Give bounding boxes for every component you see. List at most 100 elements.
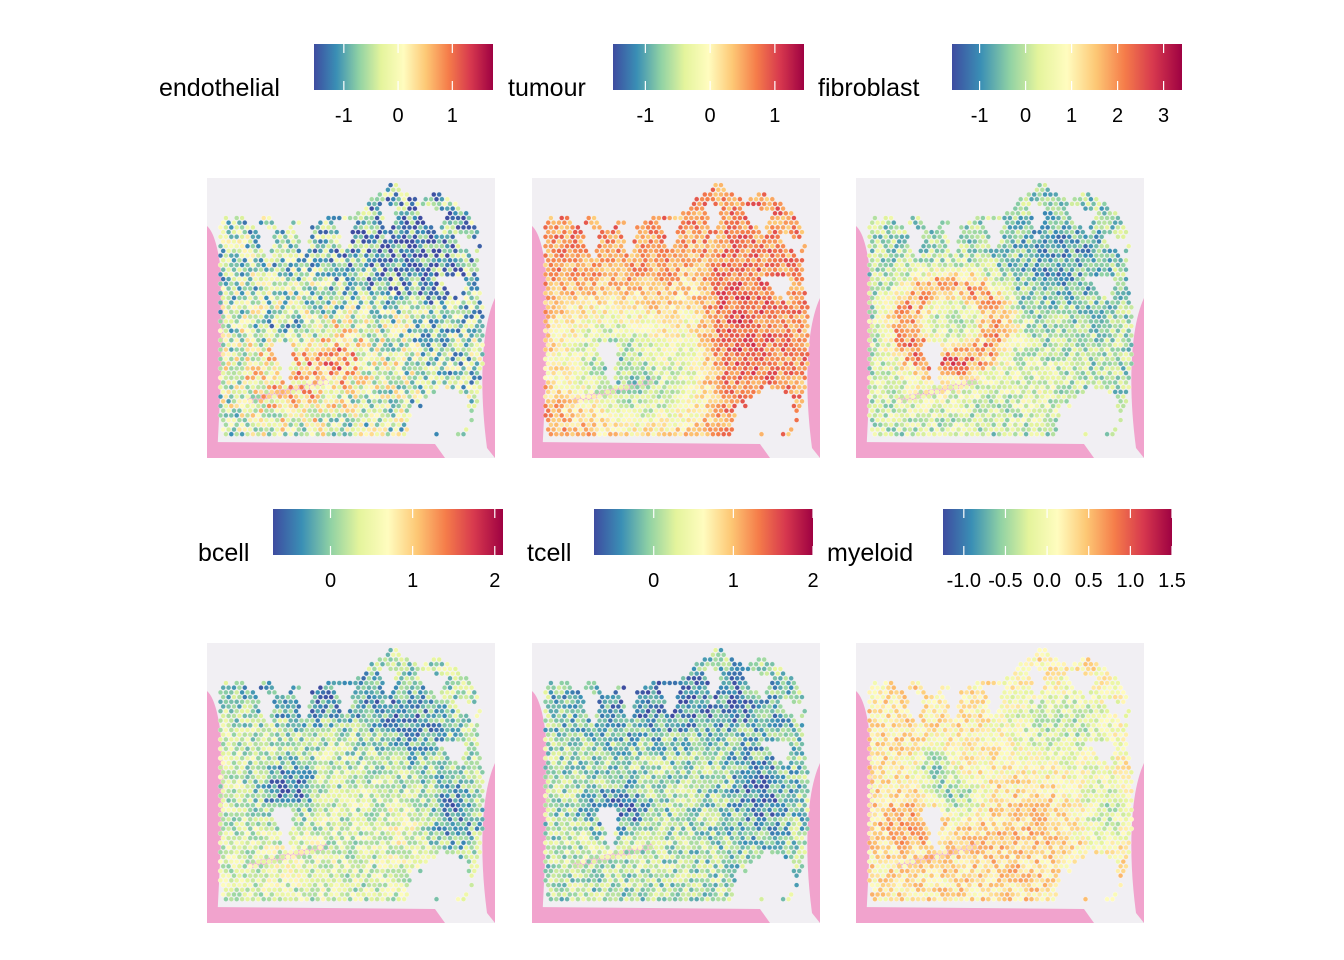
spot — [759, 328, 764, 333]
spot — [681, 314, 686, 319]
spot — [945, 239, 950, 244]
spot — [407, 385, 412, 390]
spot — [576, 394, 581, 399]
spot — [1089, 197, 1094, 202]
spot — [738, 272, 743, 277]
spot — [237, 352, 242, 357]
spot — [700, 319, 705, 324]
spot — [1008, 263, 1013, 268]
spot — [348, 244, 353, 249]
spot — [694, 357, 699, 362]
spot — [616, 249, 621, 254]
spot — [927, 272, 932, 277]
spot — [386, 328, 391, 333]
spot — [794, 371, 799, 376]
spot — [259, 380, 264, 385]
spot — [361, 211, 366, 216]
spot — [559, 216, 564, 221]
spot — [342, 216, 347, 221]
spot — [570, 422, 575, 427]
spot — [630, 338, 635, 343]
spot — [472, 319, 477, 324]
spot — [581, 338, 586, 343]
spot — [557, 333, 562, 338]
spot — [586, 357, 591, 362]
spot — [1094, 253, 1099, 258]
spot — [689, 413, 694, 418]
tick-label: 2 — [1112, 105, 1123, 127]
spot — [1086, 202, 1091, 207]
spot — [375, 281, 380, 286]
spot — [981, 234, 986, 239]
spot — [334, 352, 339, 357]
spot — [889, 234, 894, 239]
spot — [762, 324, 767, 329]
spot — [727, 197, 732, 202]
spot — [646, 375, 651, 380]
spot — [224, 300, 229, 305]
spot — [592, 357, 597, 362]
spot — [673, 394, 678, 399]
spot — [635, 357, 640, 362]
spot — [600, 296, 605, 301]
spot — [256, 347, 261, 352]
spot — [426, 390, 431, 395]
spot — [778, 333, 783, 338]
spot — [467, 328, 472, 333]
spot — [943, 253, 948, 258]
spot — [543, 404, 548, 409]
spot — [567, 258, 572, 263]
spot — [667, 375, 672, 380]
spot — [221, 352, 226, 357]
spot — [605, 258, 610, 263]
spot — [594, 427, 599, 432]
spot — [694, 347, 699, 352]
spot — [716, 263, 721, 268]
spot — [421, 305, 426, 310]
spot — [762, 192, 767, 197]
spot — [956, 258, 961, 263]
spot — [651, 328, 656, 333]
spot — [557, 361, 562, 366]
spot — [413, 394, 418, 399]
spot — [1008, 253, 1013, 258]
spot — [421, 390, 426, 395]
spot — [640, 234, 645, 239]
spot — [713, 352, 718, 357]
spot — [584, 380, 589, 385]
spot — [326, 225, 331, 230]
spot — [786, 338, 791, 343]
spot — [805, 324, 810, 329]
spot — [356, 220, 361, 225]
spot — [697, 286, 702, 291]
spot — [458, 324, 463, 329]
spot — [697, 399, 702, 404]
spot — [635, 385, 640, 390]
spot — [624, 385, 629, 390]
spot — [1094, 244, 1099, 249]
spot — [586, 272, 591, 277]
spot — [662, 432, 667, 437]
spot — [762, 333, 767, 338]
spot — [621, 258, 626, 263]
spot — [894, 281, 899, 286]
spot — [383, 352, 388, 357]
spot — [697, 324, 702, 329]
spot — [997, 253, 1002, 258]
spot — [386, 413, 391, 418]
spot — [278, 263, 283, 268]
spot — [1113, 220, 1118, 225]
spot — [329, 239, 334, 244]
spot — [1056, 244, 1061, 249]
spot — [746, 305, 751, 310]
spot — [783, 230, 788, 235]
spot — [692, 258, 697, 263]
spot — [702, 408, 707, 413]
spot — [372, 286, 377, 291]
spot — [632, 324, 637, 329]
spot — [740, 305, 745, 310]
spot — [315, 225, 320, 230]
spot — [584, 220, 589, 225]
spot — [307, 267, 312, 272]
spot — [321, 357, 326, 362]
